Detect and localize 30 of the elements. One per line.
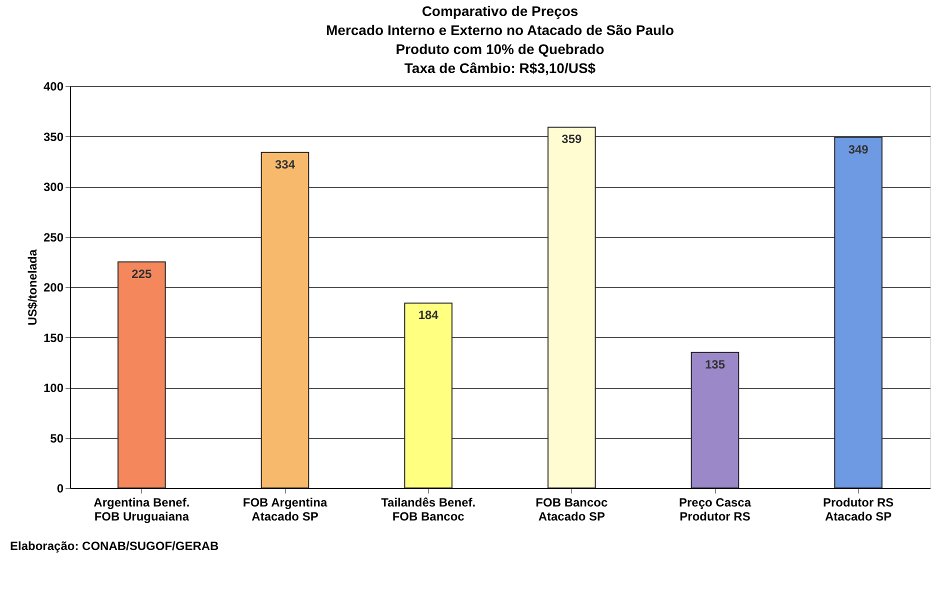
- x-tick-label: Produtor RS Atacado SP: [822, 496, 894, 524]
- data-label: 359: [562, 132, 582, 146]
- y-tick-label: 0: [56, 482, 64, 496]
- x-tick-label: FOB Argentina Atacado SP: [242, 496, 328, 524]
- y-tick-label: 100: [43, 381, 64, 395]
- bar: [404, 302, 452, 488]
- x-tick-label: Tailandês Benef. FOB Bancoc: [381, 496, 476, 524]
- y-tick-label: 350: [43, 130, 64, 144]
- text: Elaboração: CONAB/SUGOF/GERAB: [10, 539, 220, 553]
- x-tick-label: Argentina Benef. FOB Uruguaiana: [94, 496, 190, 524]
- bar: [118, 261, 166, 488]
- bar: [834, 136, 882, 488]
- y-tick-label: 200: [43, 280, 64, 294]
- y-axis-title: US$/tonelada: [25, 249, 40, 326]
- x-tick-label: Preço Casca Produtor RS: [678, 496, 752, 524]
- data-label: 135: [704, 357, 726, 372]
- bar: [548, 126, 596, 488]
- y-tick-label: 250: [43, 230, 64, 244]
- y-tick-label: 300: [43, 180, 64, 194]
- chart-title: Comparativo de Preços Mercado Interno e Externo no Atacado de São Paulo Produto com 10% de Quebrado Taxa de Câmbio: R$3,10/US$: [326, 3, 674, 76]
- y-tick-label: 400: [43, 80, 64, 94]
- x-tick-label: FOB Bancoc Atacado SP: [536, 496, 608, 524]
- data-label: 225: [132, 266, 152, 281]
- data-label: 184: [418, 308, 439, 322]
- bar: [690, 352, 740, 488]
- data-label: 349: [848, 142, 869, 156]
- y-tick-label: 150: [43, 330, 64, 345]
- y-tick-label: 50: [50, 431, 64, 446]
- data-label: 334: [274, 157, 296, 172]
- bar: [260, 152, 310, 488]
